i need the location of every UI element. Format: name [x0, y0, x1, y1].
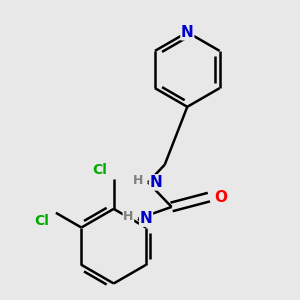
- Text: H: H: [133, 174, 143, 187]
- Text: N: N: [181, 25, 194, 40]
- Text: O: O: [214, 190, 227, 205]
- Text: Cl: Cl: [92, 163, 107, 177]
- Text: N: N: [149, 175, 162, 190]
- Text: Cl: Cl: [35, 214, 50, 228]
- Text: N: N: [140, 211, 152, 226]
- Text: H: H: [123, 210, 134, 223]
